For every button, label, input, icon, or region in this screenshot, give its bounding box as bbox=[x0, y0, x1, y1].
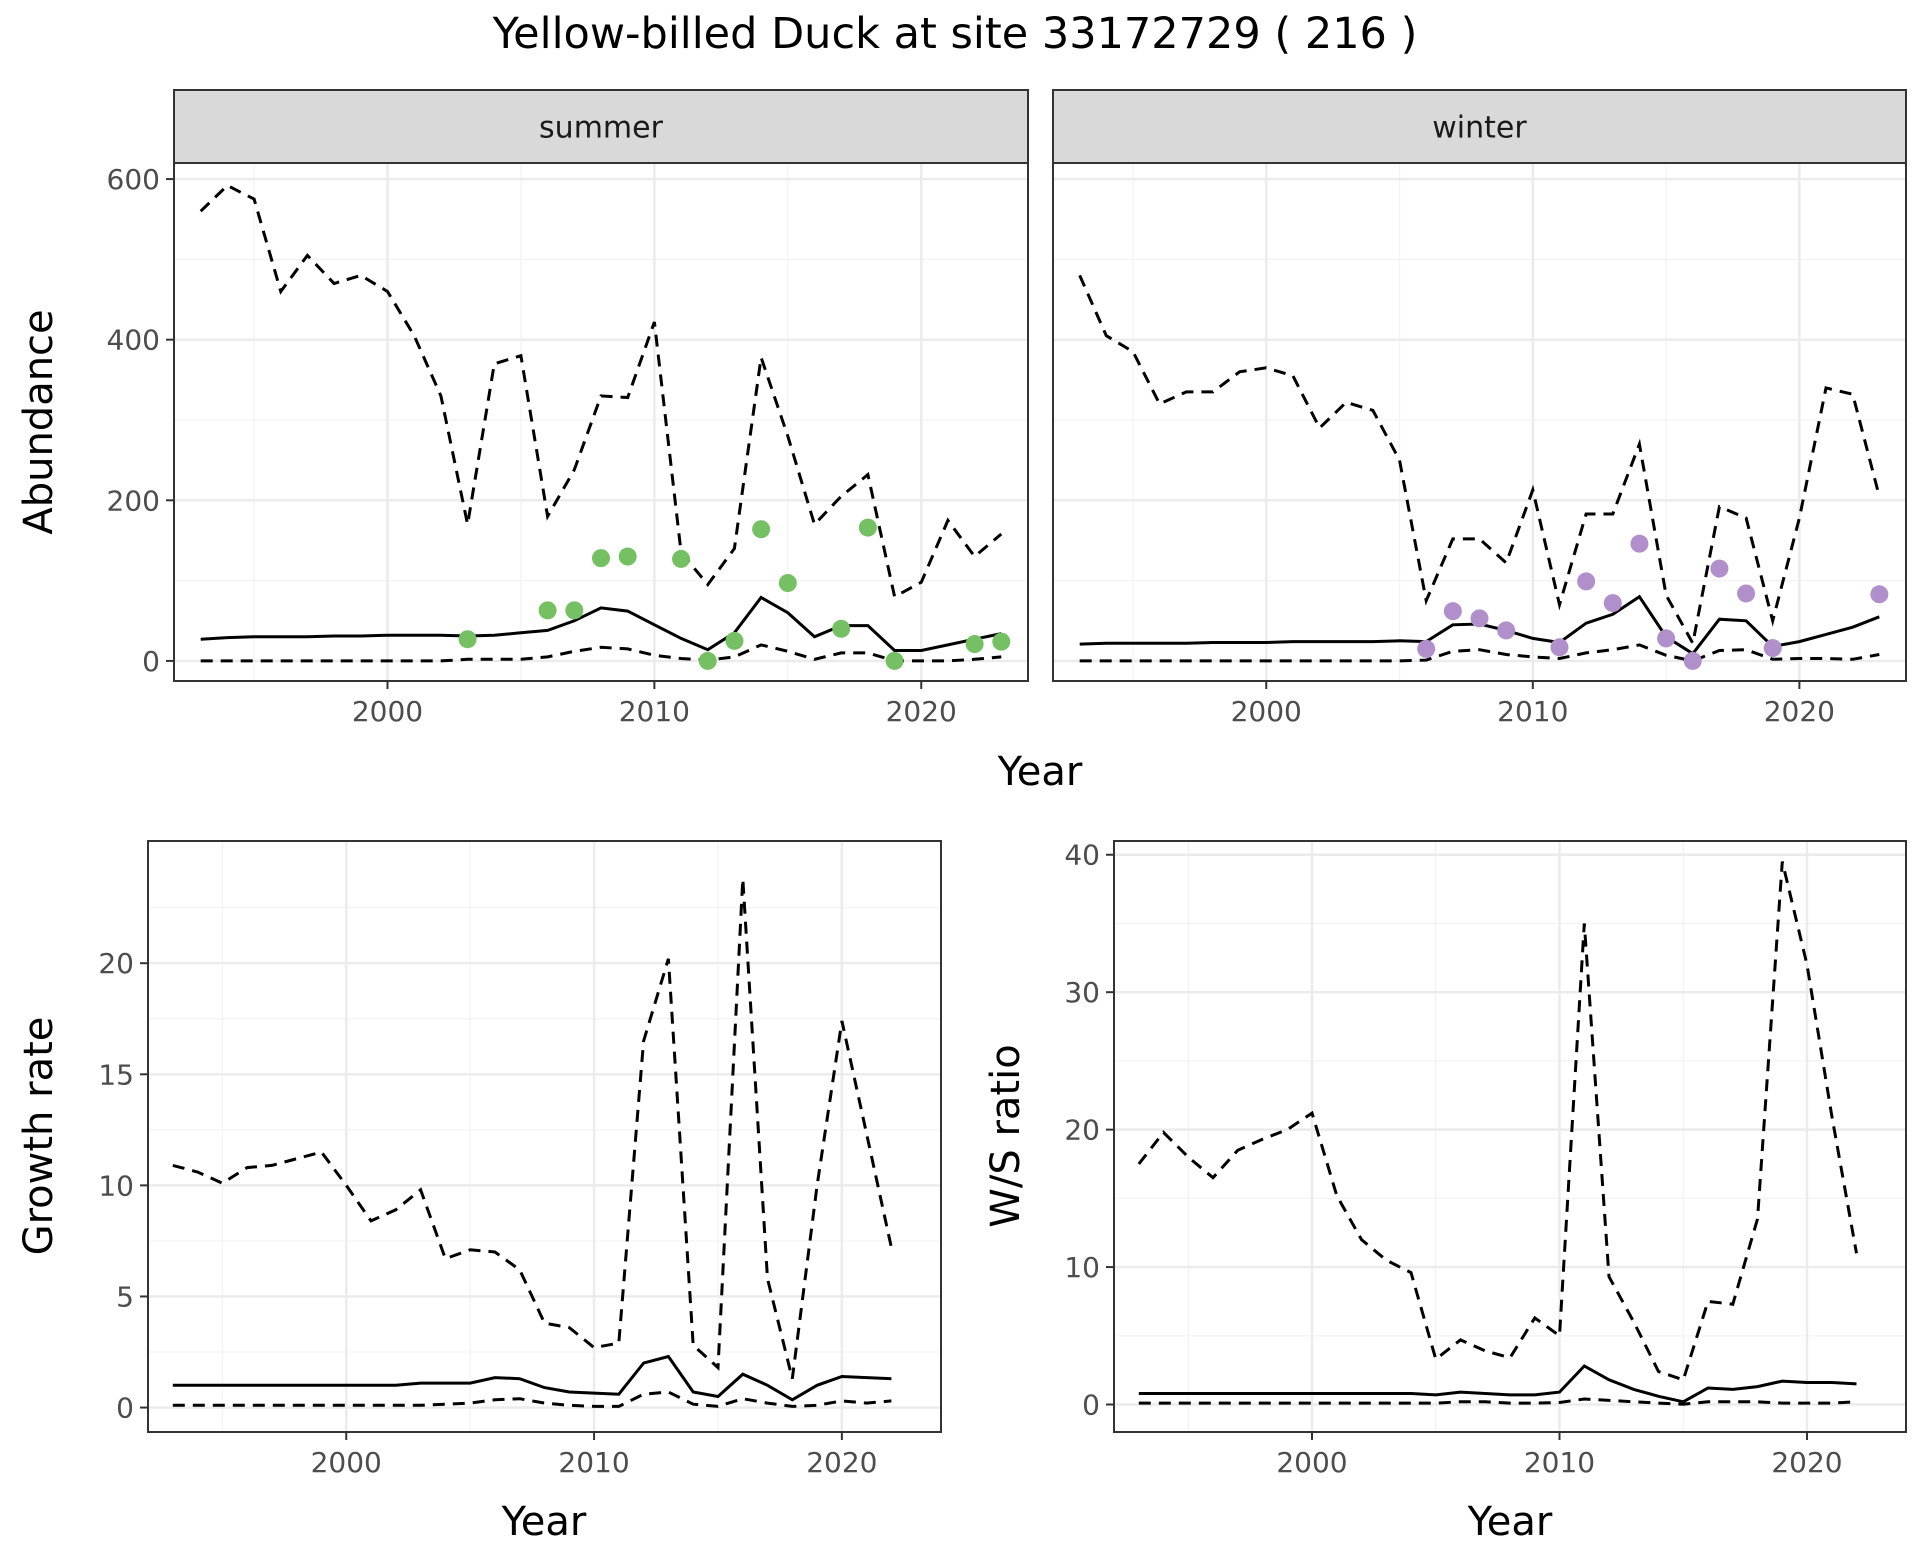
facet-strip-label: summer bbox=[539, 111, 664, 146]
x-tick-label: 2010 bbox=[1497, 695, 1568, 728]
y-tick-label: 40 bbox=[1064, 839, 1100, 872]
y-tick-label: 10 bbox=[98, 1169, 134, 1202]
observed-count-point bbox=[618, 547, 637, 566]
observed-count-point bbox=[565, 601, 584, 620]
x-tick-label: 2010 bbox=[1524, 1446, 1595, 1479]
lower-bound-line bbox=[200, 643, 1002, 663]
y-axis-title: Growth rate bbox=[16, 1017, 62, 1256]
upper-bound-line bbox=[1137, 861, 1858, 1382]
observed-count-point bbox=[1870, 585, 1889, 604]
x-tick-label: 2020 bbox=[1764, 695, 1835, 728]
y-tick-label: 20 bbox=[98, 947, 134, 980]
mean-line bbox=[200, 595, 1002, 652]
lower-bound-line bbox=[1079, 643, 1880, 663]
abundance-summer-panel: 2000 2010 2020 0 200 400 600 summer Abundance bbox=[16, 89, 1029, 728]
y-tick-label: 400 bbox=[107, 324, 160, 357]
observed-count-point bbox=[1443, 602, 1462, 621]
observed-count-point bbox=[1550, 638, 1569, 657]
y-axis-title: Abundance bbox=[16, 309, 62, 534]
observed-count-point bbox=[965, 635, 984, 654]
abundance-winter-panel: 2000 2010 2020 winter bbox=[1052, 89, 1907, 728]
panel-border bbox=[1113, 840, 1907, 1433]
top-row-x-axis-title: Year bbox=[997, 749, 1083, 795]
x-tick-label: 2010 bbox=[619, 695, 690, 728]
panel-background bbox=[174, 163, 1028, 681]
x-tick-label: 2000 bbox=[1231, 695, 1302, 728]
observed-count-point bbox=[725, 631, 744, 650]
y-tick-label: 30 bbox=[1064, 976, 1100, 1009]
observed-count-point bbox=[752, 520, 771, 539]
facet-strip-label: winter bbox=[1432, 111, 1527, 146]
y-axis-title: W/S ratio bbox=[983, 1044, 1029, 1227]
panel-border bbox=[147, 840, 942, 1433]
facet-strip bbox=[173, 89, 1029, 164]
y-tick-label: 0 bbox=[142, 645, 160, 678]
observed-count-point bbox=[1470, 609, 1489, 628]
mean-line bbox=[172, 1354, 892, 1402]
observed-count-point bbox=[1577, 572, 1596, 591]
x-tick-label: 2020 bbox=[886, 695, 957, 728]
observed-count-point bbox=[592, 549, 610, 568]
observed-count-point bbox=[858, 518, 877, 537]
panel-background bbox=[1114, 841, 1906, 1432]
facet-strip bbox=[1052, 89, 1907, 164]
observed-count-point bbox=[778, 574, 797, 593]
y-tick-label: 0 bbox=[1082, 1389, 1100, 1422]
observed-count-point bbox=[1710, 559, 1729, 578]
observed-count-point bbox=[1603, 594, 1622, 613]
observed-count-point bbox=[1497, 621, 1516, 640]
x-axis-title: Year bbox=[501, 1499, 587, 1545]
panel-background bbox=[1053, 163, 1906, 681]
observed-count-point bbox=[1657, 629, 1676, 648]
x-tick-label: 2010 bbox=[558, 1446, 629, 1479]
upper-bound-line bbox=[172, 878, 893, 1380]
x-tick-label: 2020 bbox=[806, 1446, 877, 1479]
observed-count-point bbox=[1683, 651, 1702, 670]
y-tick-label: 0 bbox=[116, 1392, 134, 1425]
observed-count-point bbox=[698, 651, 717, 670]
y-tick-label: 200 bbox=[107, 484, 160, 517]
x-tick-label: 2020 bbox=[1771, 1446, 1842, 1479]
y-tick-label: 20 bbox=[1064, 1114, 1100, 1147]
mean-line bbox=[1138, 1364, 1857, 1404]
y-tick-label: 5 bbox=[116, 1280, 134, 1313]
x-tick-label: 2000 bbox=[352, 695, 423, 728]
observed-count-point bbox=[1630, 534, 1649, 553]
upper-bound-line bbox=[199, 183, 1003, 599]
observed-count-point bbox=[992, 632, 1011, 651]
figure-title: Yellow-billed Duck at site 33172729 ( 21… bbox=[492, 9, 1418, 59]
panel-background bbox=[148, 841, 941, 1432]
lower-bound-line bbox=[172, 1390, 892, 1408]
y-tick-label: 10 bbox=[1064, 1251, 1100, 1284]
ws-ratio-panel: 2000 2010 2020 0 10 20 30 40 W/S ratio Year bbox=[983, 839, 1907, 1545]
y-tick-label: 15 bbox=[98, 1058, 134, 1091]
observed-count-point bbox=[885, 651, 904, 670]
observed-count-point bbox=[1417, 639, 1436, 658]
observed-count-point bbox=[672, 549, 691, 568]
growth-rate-panel: 2000 2010 2020 0 5 10 15 20 Growth rate Year bbox=[16, 840, 942, 1545]
observed-count-point bbox=[832, 619, 851, 638]
x-tick-label: 2000 bbox=[311, 1446, 382, 1479]
observed-count-point bbox=[1763, 639, 1782, 658]
observed-count-point bbox=[538, 601, 557, 620]
observed-count-point bbox=[458, 630, 477, 649]
x-tick-label: 2000 bbox=[1276, 1446, 1347, 1479]
x-axis-title: Year bbox=[1467, 1499, 1553, 1545]
upper-bound-line bbox=[1078, 274, 1881, 648]
y-tick-label: 600 bbox=[107, 163, 160, 196]
observed-count-point bbox=[1737, 584, 1756, 603]
